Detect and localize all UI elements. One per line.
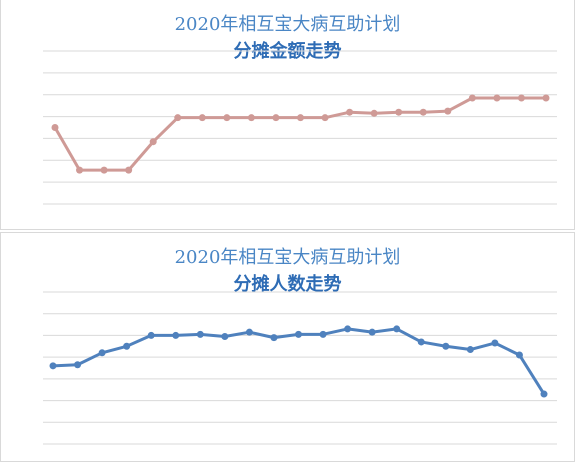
data-point xyxy=(346,108,354,116)
data-point xyxy=(368,328,376,336)
data-point xyxy=(517,94,525,102)
line-chart-count xyxy=(43,291,557,445)
data-point xyxy=(198,114,206,122)
data-point xyxy=(295,330,302,338)
data-point xyxy=(125,166,133,174)
data-point xyxy=(247,114,255,122)
data-point xyxy=(297,114,304,122)
data-point xyxy=(419,108,427,116)
data-point xyxy=(540,390,548,398)
chart-title: 2020年相互宝大病互助计划 xyxy=(174,14,401,35)
line-chart-amount xyxy=(43,50,557,205)
data-point xyxy=(223,114,231,122)
data-point xyxy=(444,107,452,115)
data-point xyxy=(245,328,253,336)
data-point xyxy=(49,362,57,370)
data-point xyxy=(98,349,106,357)
chart-panel-count: 2020年相互宝大病互助计划 分摊人数走势 xyxy=(0,232,575,462)
data-point xyxy=(196,330,204,338)
data-point xyxy=(74,361,82,369)
data-point xyxy=(493,94,501,102)
data-point xyxy=(270,334,278,342)
data-point xyxy=(100,166,108,174)
data-point xyxy=(393,325,401,333)
data-point xyxy=(149,138,157,146)
series-line xyxy=(53,96,546,172)
data-point xyxy=(123,342,131,350)
data-point xyxy=(515,351,523,359)
series-line xyxy=(52,327,546,395)
data-point xyxy=(174,114,182,122)
data-point xyxy=(221,333,229,341)
data-point xyxy=(51,124,59,131)
data-point xyxy=(321,114,329,122)
chart-panel-amount: 2020年相互宝大病互助计划 分摊金额走势 xyxy=(0,0,575,230)
data-point xyxy=(491,339,499,347)
data-point xyxy=(395,108,403,116)
data-point xyxy=(542,94,550,102)
chart-title: 2020年相互宝大病互助计划 xyxy=(174,247,401,268)
data-point xyxy=(466,346,474,354)
data-point xyxy=(272,114,280,122)
data-point xyxy=(76,166,84,174)
data-point xyxy=(442,342,450,350)
data-point xyxy=(417,338,425,346)
data-point xyxy=(370,109,378,117)
chart-subtitle: 分摊人数走势 xyxy=(233,274,342,295)
data-point xyxy=(172,331,180,339)
data-point xyxy=(319,330,327,338)
data-point xyxy=(147,331,155,339)
data-point xyxy=(344,325,352,333)
data-point xyxy=(468,94,476,102)
